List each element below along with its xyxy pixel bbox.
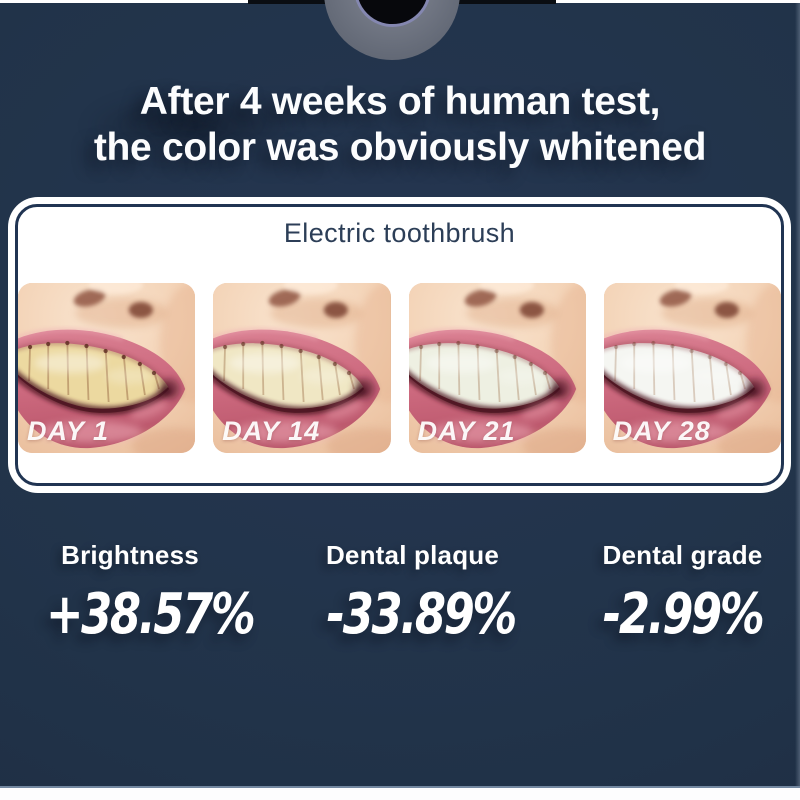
title-line-2: the color was obviously whitened — [93, 126, 707, 169]
smile-photo-art — [18, 283, 196, 453]
results-panel-frame — [15, 204, 784, 486]
stat-value: -2.99% — [602, 582, 765, 647]
stat-label: Dental plaque — [325, 540, 500, 570]
smile-photo-art — [213, 283, 391, 453]
stat-label: Brightness — [61, 540, 199, 570]
day-label: DAY 14 — [222, 416, 321, 446]
stat-value: +38.57% — [46, 582, 256, 647]
smile-photo-day-14: DAY 14 — [213, 283, 391, 453]
title-shadow-blob — [42, 78, 342, 173]
smile-photo-art — [603, 283, 781, 453]
right-edge-highlight — [795, 3, 800, 786]
stat-value: -33.89% — [326, 582, 518, 647]
smile-photo-svg — [18, 283, 196, 453]
panel-heading: Electric toothbrush — [283, 218, 516, 248]
smile-photo-art — [408, 283, 586, 453]
results-panel: Electric toothbrush DAY 1 — [8, 197, 791, 493]
bottom-white-strip — [0, 788, 800, 800]
stat-label: Dental grade — [602, 540, 763, 570]
smile-photo-svg — [408, 283, 586, 453]
smile-photo-svg — [213, 283, 391, 453]
smile-photo-svg — [603, 283, 781, 453]
day-label: DAY 28 — [612, 416, 711, 446]
day-label: DAY 21 — [417, 416, 516, 446]
stat-brightness: Brightness +38.57% — [25, 540, 256, 647]
stat-dental-plaque: Dental plaque -33.89% — [305, 540, 520, 647]
smile-photo-day-28: DAY 28 — [603, 283, 781, 453]
photo-row: DAY 1 DAY 14 — [18, 283, 781, 453]
smile-photo-day-21: DAY 21 — [408, 283, 586, 453]
smile-photo-day-1: DAY 1 — [18, 283, 196, 453]
stat-dental-grade: Dental grade -2.99% — [575, 540, 790, 647]
title-line-1: After 4 weeks of human test, — [139, 80, 661, 123]
page-title: After 4 weeks of human test, the color w… — [0, 79, 800, 171]
day-label: DAY 1 — [27, 416, 110, 446]
